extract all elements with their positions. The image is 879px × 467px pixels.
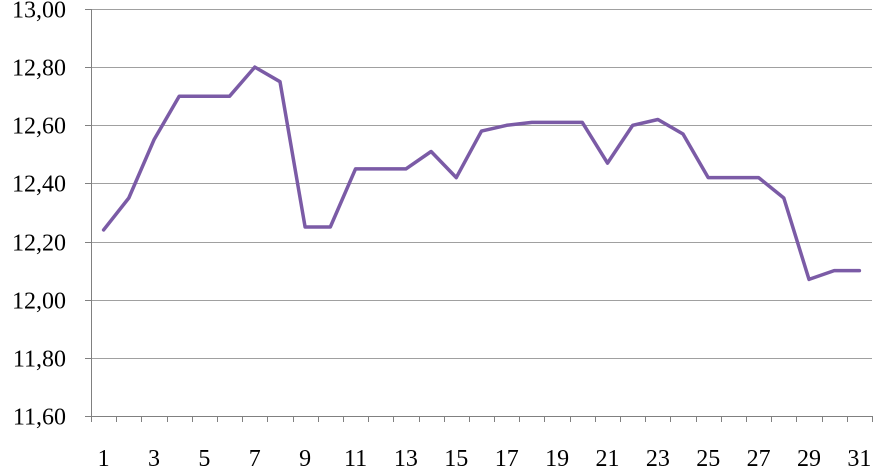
y-tick-label: 11,60 (13, 405, 66, 431)
y-tick-label: 12,40 (12, 172, 66, 198)
x-tick-label: 9 (299, 446, 311, 467)
y-tick-label: 12,60 (12, 114, 66, 140)
x-tick-label: 13 (394, 446, 418, 467)
series (101, 65, 862, 282)
x-tick-label: 19 (545, 446, 569, 467)
x-tick-label: 21 (595, 446, 619, 467)
y-tick-label: 12,20 (12, 231, 66, 257)
x-tick-label: 5 (198, 446, 210, 467)
y-tick-label: 12,80 (12, 56, 66, 82)
y-tick-label: 12,00 (12, 289, 66, 315)
y-tick-labels: 11,60 11,80 12,00 12,20 12,40 12,60 12,80 13,00 (12, 0, 66, 431)
x-tick-label: 17 (495, 446, 519, 467)
x-tick-label: 7 (249, 446, 261, 467)
x-tick-label: 11 (344, 446, 367, 467)
y-tick-label: 13,00 (12, 0, 66, 24)
x-tick-labels: 1 3 5 7 9 11 13 15 17 19 21 23 25 27 29 31 (98, 446, 872, 467)
y-tick-label: 11,80 (13, 347, 66, 373)
x-tick-label: 15 (444, 446, 468, 467)
x-tick-label: 23 (646, 446, 670, 467)
x-tick-label: 3 (148, 446, 160, 467)
gridlines (91, 9, 872, 417)
x-tick-label: 25 (696, 446, 720, 467)
x-tick-label: 27 (747, 446, 771, 467)
series-line (101, 65, 862, 282)
axes (85, 9, 873, 422)
x-tick-label: 29 (797, 446, 821, 467)
x-tick-label: 31 (847, 446, 871, 467)
x-tick-label: 1 (98, 446, 110, 467)
